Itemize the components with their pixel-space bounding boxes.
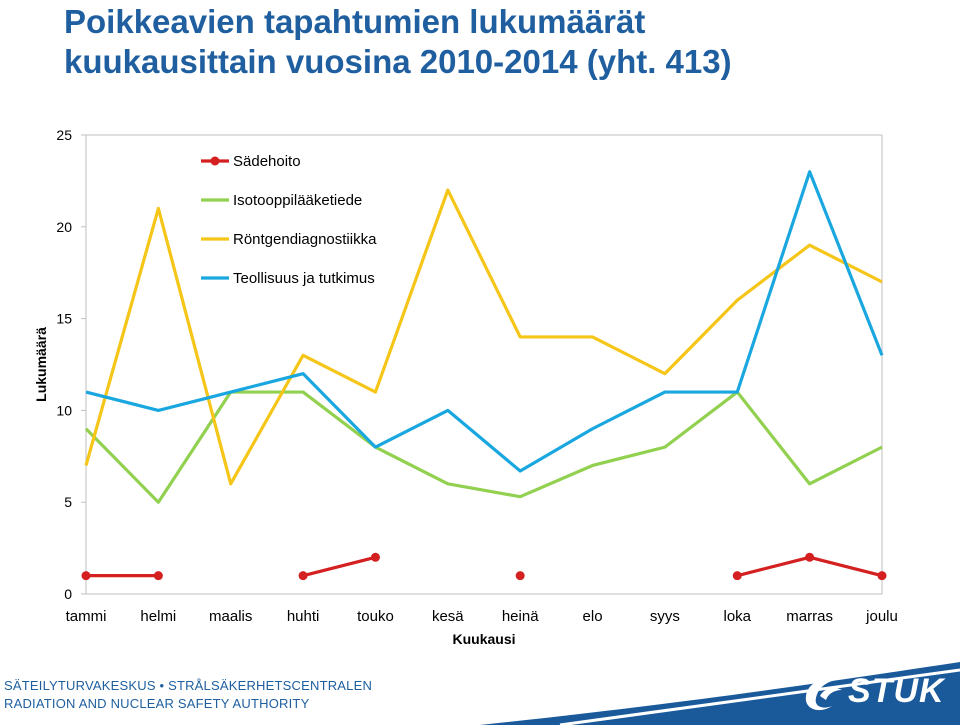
x-tick-label: helmi — [140, 608, 176, 625]
x-tick-label: elo — [583, 608, 603, 625]
title-line-1: Poikkeavien tapahtumien lukumäärät — [64, 3, 646, 40]
data-point — [805, 552, 815, 562]
series-line — [84, 188, 883, 486]
legend-marker — [210, 156, 220, 166]
legend-label: Isotooppilääketiede — [233, 192, 362, 209]
x-axis-title: Kuukausi — [452, 631, 515, 647]
x-tick-label: heinä — [502, 608, 539, 625]
chart-legend: Sädehoito Isotooppilääketiede Röntgendiagn… — [201, 153, 377, 287]
x-tick-label: joulu — [865, 608, 898, 625]
legend-label: Röntgendiagnostiikka — [233, 231, 377, 248]
y-tick-label: 10 — [56, 402, 72, 418]
data-point — [81, 571, 91, 581]
y-tick-label: 0 — [64, 586, 72, 602]
footer-band — [480, 662, 960, 725]
stuk-logo-text: STUK — [848, 672, 945, 710]
series-1 — [84, 390, 883, 504]
series-0 — [81, 552, 887, 581]
x-tick-label: marras — [786, 608, 833, 625]
x-tick-label: huhti — [287, 608, 320, 625]
stuk-logo: STUK — [798, 670, 944, 714]
y-tick-label: 20 — [56, 219, 72, 235]
y-tick-label: 5 — [64, 494, 72, 510]
footer-org-names: SÄTEILYTURVAKESKUS • STRÅLSÄKERHETSCENTR… — [4, 678, 373, 693]
y-tick-label: 25 — [56, 127, 72, 143]
series-3 — [85, 170, 884, 473]
x-tick-label: tammi — [66, 608, 107, 625]
legend-label: Sädehoito — [233, 153, 301, 170]
y-tick-label: 15 — [56, 311, 72, 327]
series-line — [85, 170, 884, 473]
footer-org-english: RADIATION AND NUCLEAR SAFETY AUTHORITY — [4, 696, 310, 711]
x-tick-label: touko — [357, 608, 394, 625]
legend-label: Teollisuus ja tutkimus — [233, 270, 375, 287]
y-axis-title: Lukumäärä — [33, 327, 49, 402]
data-point — [370, 552, 380, 562]
series-2 — [84, 188, 883, 486]
data-point — [877, 571, 887, 581]
data-point — [298, 571, 308, 581]
data-point — [732, 571, 742, 581]
x-tick-label: syys — [650, 608, 680, 625]
chart-series — [81, 170, 887, 581]
line-chart: 0 5 10 15 20 25 tammi helmi maalis huhti touko kesä… — [33, 127, 898, 647]
series-line — [302, 555, 376, 578]
data-point — [153, 571, 163, 581]
x-tick-label: loka — [724, 608, 752, 625]
x-tick-label: kesä — [432, 608, 464, 625]
title-line-2: kuukausittain vuosina 2010-2014 (yht. 41… — [64, 43, 732, 80]
data-point — [515, 571, 525, 581]
chart-axes: 0 5 10 15 20 25 tammi helmi maalis huhti touko kesä… — [33, 127, 898, 647]
page-title: Poikkeavien tapahtumien lukumäärät kuuka… — [64, 2, 732, 82]
series-line — [84, 390, 883, 504]
stuk-logo-icon — [805, 678, 842, 711]
x-tick-label: maalis — [209, 608, 252, 625]
